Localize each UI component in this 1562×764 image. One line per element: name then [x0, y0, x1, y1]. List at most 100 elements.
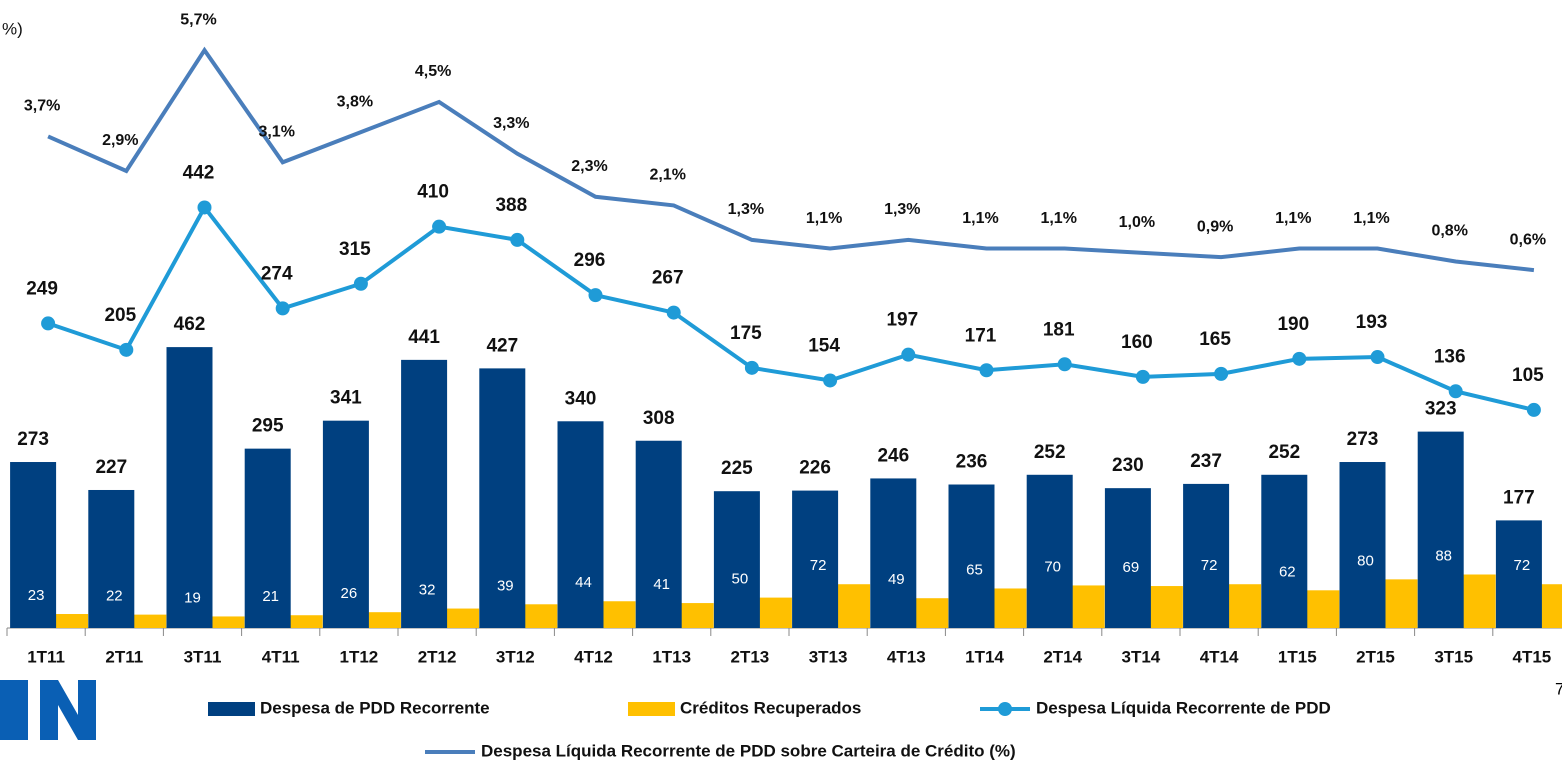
bar: [10, 462, 57, 628]
x-tick-label: 2T15: [1356, 647, 1395, 666]
line-marker: [1370, 350, 1385, 365]
bar-value-label: 44: [575, 574, 592, 591]
bar: [557, 421, 604, 628]
bar-value-label: 39: [497, 577, 514, 594]
legend-label: Créditos Recuperados: [680, 698, 861, 717]
bar-value-label: 72: [1514, 557, 1531, 574]
bar: [1104, 488, 1151, 628]
bar: [870, 478, 917, 628]
bar: [1183, 483, 1230, 628]
line-value-label: 3,3%: [493, 115, 529, 132]
legend-label: Despesa Líquida Recorrente de PDD sobre …: [481, 741, 1016, 760]
x-tick-label: 1T13: [652, 647, 691, 666]
line-value-label: 1,1%: [1275, 210, 1311, 227]
line-value-label: 442: [183, 162, 215, 183]
bar: [1026, 474, 1073, 628]
title-fragment: %): [2, 19, 23, 38]
bar-value-label: 462: [174, 314, 206, 335]
line-value-label: 296: [574, 250, 606, 271]
line: [47, 203, 1535, 412]
bar-value-label: 273: [1347, 429, 1379, 450]
line-value-label: 249: [26, 278, 58, 299]
page-number: 7: [1555, 679, 1562, 698]
bar: [322, 420, 369, 628]
bar: [244, 448, 291, 628]
bar: [635, 440, 682, 628]
line-marker: [353, 276, 368, 291]
bar: [1495, 520, 1542, 628]
line-value-label: 190: [1277, 314, 1309, 335]
bar-value-label: 50: [732, 571, 749, 588]
line-value-label: 2,3%: [571, 158, 607, 175]
line-value-label: 160: [1121, 332, 1153, 353]
line-value-label: 2,1%: [649, 167, 685, 184]
line-value-label: 136: [1434, 346, 1466, 367]
line-marker: [197, 200, 212, 215]
bar-value-label: 340: [565, 388, 597, 409]
bar: [88, 489, 135, 628]
line-value-label: 274: [261, 263, 293, 284]
bar-value-label: 41: [653, 576, 670, 593]
line-value-label: 175: [730, 323, 762, 344]
bar: [1339, 462, 1386, 628]
x-tick-label: 2T13: [731, 647, 770, 666]
x-tick-label: 1T11: [27, 647, 65, 666]
line-marker: [119, 342, 134, 357]
bar-value-label: 32: [419, 582, 436, 599]
line-value-label: 1,1%: [1353, 210, 1389, 227]
bar-value-label: 230: [1112, 455, 1144, 476]
line-value-label: 105: [1512, 365, 1544, 386]
x-tick-label: 2T12: [418, 647, 457, 666]
bar-value-label: 72: [1201, 557, 1218, 574]
x-tick-label: 4T15: [1513, 647, 1552, 666]
x-tick-label: 2T11: [105, 647, 143, 666]
bar-value-label: 26: [341, 585, 358, 602]
bar-value-label: 427: [486, 335, 518, 356]
x-tick-label: 3T11: [184, 647, 222, 666]
legend-marker: [998, 702, 1012, 716]
line-marker: [744, 360, 759, 375]
bar: [198, 616, 245, 628]
bar-value-label: 252: [1268, 442, 1300, 463]
bar: [479, 368, 526, 628]
bar-value-label: 226: [799, 458, 831, 479]
x-tick-label: 1T14: [965, 647, 1004, 666]
bar-value-label: 252: [1034, 442, 1066, 463]
x-tick-label: 3T12: [496, 647, 535, 666]
legend-swatch: [208, 702, 255, 716]
bar-value-label: 62: [1279, 563, 1296, 580]
line-value-label: 205: [104, 305, 136, 326]
legend-label: Despesa de PDD Recorrente: [260, 698, 490, 717]
line-value-label: 197: [886, 310, 918, 331]
line-value-label: 388: [495, 195, 527, 216]
line-value-label: 181: [1043, 319, 1075, 340]
bar: [713, 491, 760, 628]
line-marker: [275, 301, 290, 316]
x-tick-label: 4T13: [887, 647, 926, 666]
line-value-label: 193: [1356, 312, 1388, 333]
legend-label: Despesa Líquida Recorrente de PDD: [1036, 698, 1331, 717]
line-marker: [979, 363, 994, 378]
line-marker: [1448, 384, 1463, 399]
line-value-label: 1,1%: [962, 210, 998, 227]
line-value-label: 1,1%: [1040, 210, 1076, 227]
bar-value-label: 69: [1123, 559, 1140, 576]
line-marker: [1214, 366, 1229, 381]
bar: [166, 347, 213, 628]
line: [47, 46, 1535, 273]
line-marker: [823, 373, 838, 388]
line-value-label: 1,3%: [728, 201, 764, 218]
bar: [1261, 474, 1308, 628]
bar: [948, 484, 995, 628]
logo: [0, 680, 96, 740]
line-value-label: 267: [652, 268, 684, 289]
bar-value-label: 80: [1357, 552, 1374, 569]
bar-value-label: 236: [956, 452, 988, 473]
bar-value-label: 21: [262, 588, 279, 605]
bar-value-label: 65: [966, 561, 983, 578]
line-marker: [666, 305, 681, 320]
x-tick-label: 2T14: [1043, 647, 1082, 666]
line-marker: [41, 316, 56, 331]
bar-value-label: 19: [184, 589, 201, 606]
line-value-label: 165: [1199, 329, 1231, 350]
